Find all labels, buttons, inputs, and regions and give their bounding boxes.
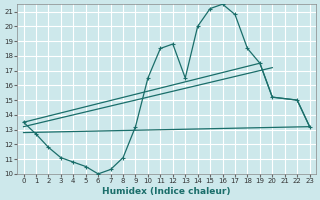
X-axis label: Humidex (Indice chaleur): Humidex (Indice chaleur): [102, 187, 231, 196]
